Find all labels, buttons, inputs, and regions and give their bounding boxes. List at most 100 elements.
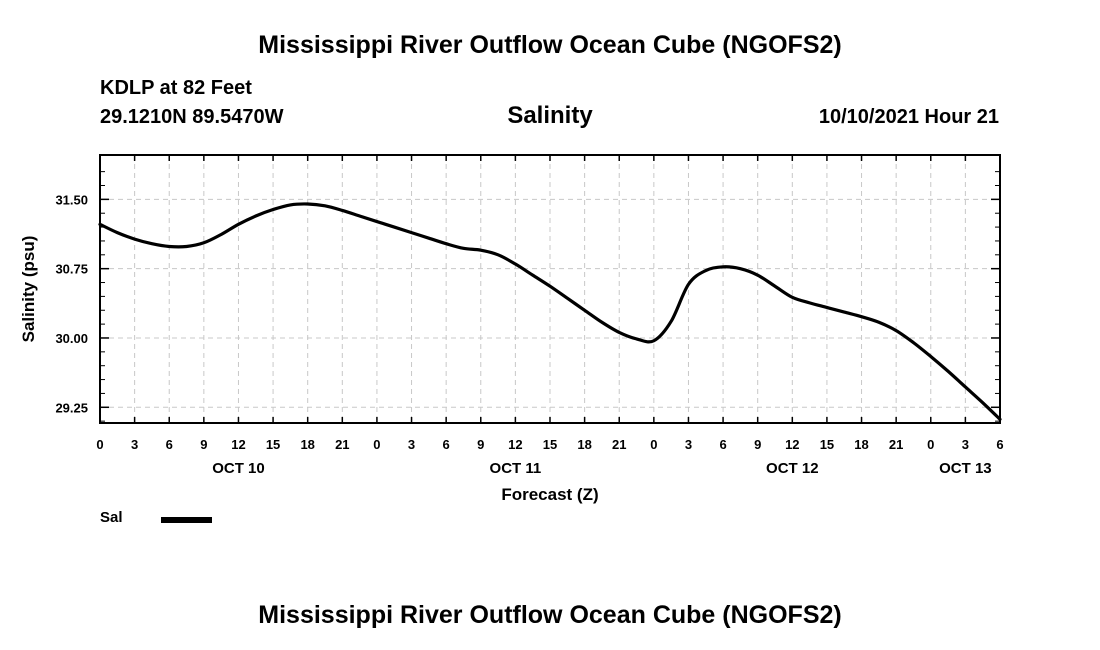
series-point-sal xyxy=(981,401,983,403)
x-tick-label: 6 xyxy=(166,437,173,452)
series-point-sal xyxy=(687,283,689,285)
variable-title: Salinity xyxy=(507,102,593,129)
series-point-sal xyxy=(808,302,810,304)
series-point-sal xyxy=(376,220,378,222)
series-point-sal xyxy=(964,386,966,388)
x-tick-label: 0 xyxy=(373,437,380,452)
x-tick-label: 3 xyxy=(408,437,415,452)
series-point-sal xyxy=(480,249,482,251)
station-coordinates: 29.1210N 89.5470W xyxy=(100,106,284,128)
series-point-sal xyxy=(826,306,828,308)
series-point-sal xyxy=(358,215,360,217)
axis-ticks xyxy=(99,155,1001,423)
series-point-sal xyxy=(860,316,862,318)
series-point-sal xyxy=(410,231,412,233)
x-tick-label: 3 xyxy=(131,437,138,452)
series-point-sal xyxy=(618,331,620,333)
series-point-sal xyxy=(566,297,568,299)
x-tick-label: 3 xyxy=(962,437,969,452)
series-point-sal xyxy=(895,329,897,331)
x-tick-label: 21 xyxy=(889,437,903,452)
x-tick-label: 18 xyxy=(300,437,314,452)
series-point-sal xyxy=(705,269,707,271)
series-point-sal xyxy=(168,245,170,247)
series-point-sal xyxy=(670,320,672,322)
series-point-sal xyxy=(583,309,585,311)
tick-labels: 0 3 6 9 12 15 18 21 0 3 6 9 12 15 18 21 0 3 6 9 12 15 18 21 0 3 6O… xyxy=(55,192,1003,477)
x-tick-label: 15 xyxy=(543,437,557,452)
series-point-sal xyxy=(151,243,153,245)
series-point-sal xyxy=(133,238,135,240)
x-tick-label: 21 xyxy=(335,437,349,452)
series-point-sal xyxy=(722,266,724,268)
series-point-sal xyxy=(220,233,222,235)
x-tick-label: 12 xyxy=(508,437,522,452)
series-point-sal xyxy=(635,338,637,340)
series-point-sal xyxy=(289,204,291,206)
x-tick-label: 9 xyxy=(200,437,207,452)
y-tick-label: 30.00 xyxy=(55,331,88,346)
x-date-label: OCT 11 xyxy=(490,460,542,477)
x-tick-label: 12 xyxy=(231,437,245,452)
y-tick-label: 29.25 xyxy=(55,400,88,415)
series-point-sal xyxy=(549,285,551,287)
series-point-sal xyxy=(185,245,187,247)
series-point-sal xyxy=(514,263,516,265)
series-point-sal xyxy=(462,247,464,249)
series-point-sal xyxy=(774,285,776,287)
x-tick-label: 15 xyxy=(266,437,280,452)
series-point-sal xyxy=(878,321,880,323)
x-tick-label: 15 xyxy=(820,437,834,452)
series-point-sal xyxy=(930,355,932,357)
legend-swatch-sal xyxy=(161,517,212,523)
series-point-sal xyxy=(947,370,949,372)
y-axis-label: Salinity (psu) xyxy=(19,236,38,343)
series-point-sal xyxy=(203,242,205,244)
station-label: KDLP at 82 Feet xyxy=(100,77,252,99)
y-tick-label: 30.75 xyxy=(55,262,88,277)
series-point-sal xyxy=(99,223,101,225)
series-point-sal xyxy=(999,418,1001,420)
series-point-sal xyxy=(341,209,343,211)
legend-label: Sal xyxy=(100,509,123,526)
x-tick-label: 0 xyxy=(96,437,103,452)
series-point-sal xyxy=(739,267,741,269)
series-point-sal xyxy=(306,203,308,205)
chart-title-top: Mississippi River Outflow Ocean Cube (NG… xyxy=(258,31,842,59)
x-date-label: OCT 12 xyxy=(766,460,819,477)
forecast-datetime: 10/10/2021 Hour 21 xyxy=(818,106,999,128)
x-tick-label: 6 xyxy=(443,437,450,452)
x-tick-label: 18 xyxy=(577,437,591,452)
series-point-sal xyxy=(843,311,845,313)
chart-title-bottom: Mississippi River Outflow Ocean Cube (NG… xyxy=(258,601,842,629)
x-tick-label: 6 xyxy=(719,437,726,452)
x-tick-label: 3 xyxy=(685,437,692,452)
x-date-label: OCT 13 xyxy=(939,460,992,477)
x-tick-label: 0 xyxy=(650,437,657,452)
grid xyxy=(100,155,1000,423)
series-point-sal xyxy=(497,254,499,256)
series-point-sal xyxy=(237,223,239,225)
series-point-sal xyxy=(912,341,914,343)
series-point-sal xyxy=(116,231,118,233)
x-tick-label: 0 xyxy=(927,437,934,452)
x-tick-label: 12 xyxy=(785,437,799,452)
x-date-label: OCT 10 xyxy=(212,460,265,477)
x-tick-label: 6 xyxy=(996,437,1003,452)
series-point-sal xyxy=(428,237,430,239)
series-point-sal xyxy=(445,243,447,245)
series-point-sal xyxy=(756,274,758,276)
series-point-sal xyxy=(324,205,326,207)
x-axis-label: Forecast (Z) xyxy=(501,485,598,504)
y-tick-label: 31.50 xyxy=(55,192,88,207)
x-tick-label: 18 xyxy=(854,437,868,452)
x-tick-label: 9 xyxy=(754,437,761,452)
series-point-sal xyxy=(531,274,533,276)
series-point-sal xyxy=(601,321,603,323)
x-tick-label: 21 xyxy=(612,437,626,452)
x-tick-label: 9 xyxy=(477,437,484,452)
series-point-sal xyxy=(272,208,274,210)
series-point-sal xyxy=(393,226,395,228)
series-line-sal xyxy=(98,202,1002,421)
